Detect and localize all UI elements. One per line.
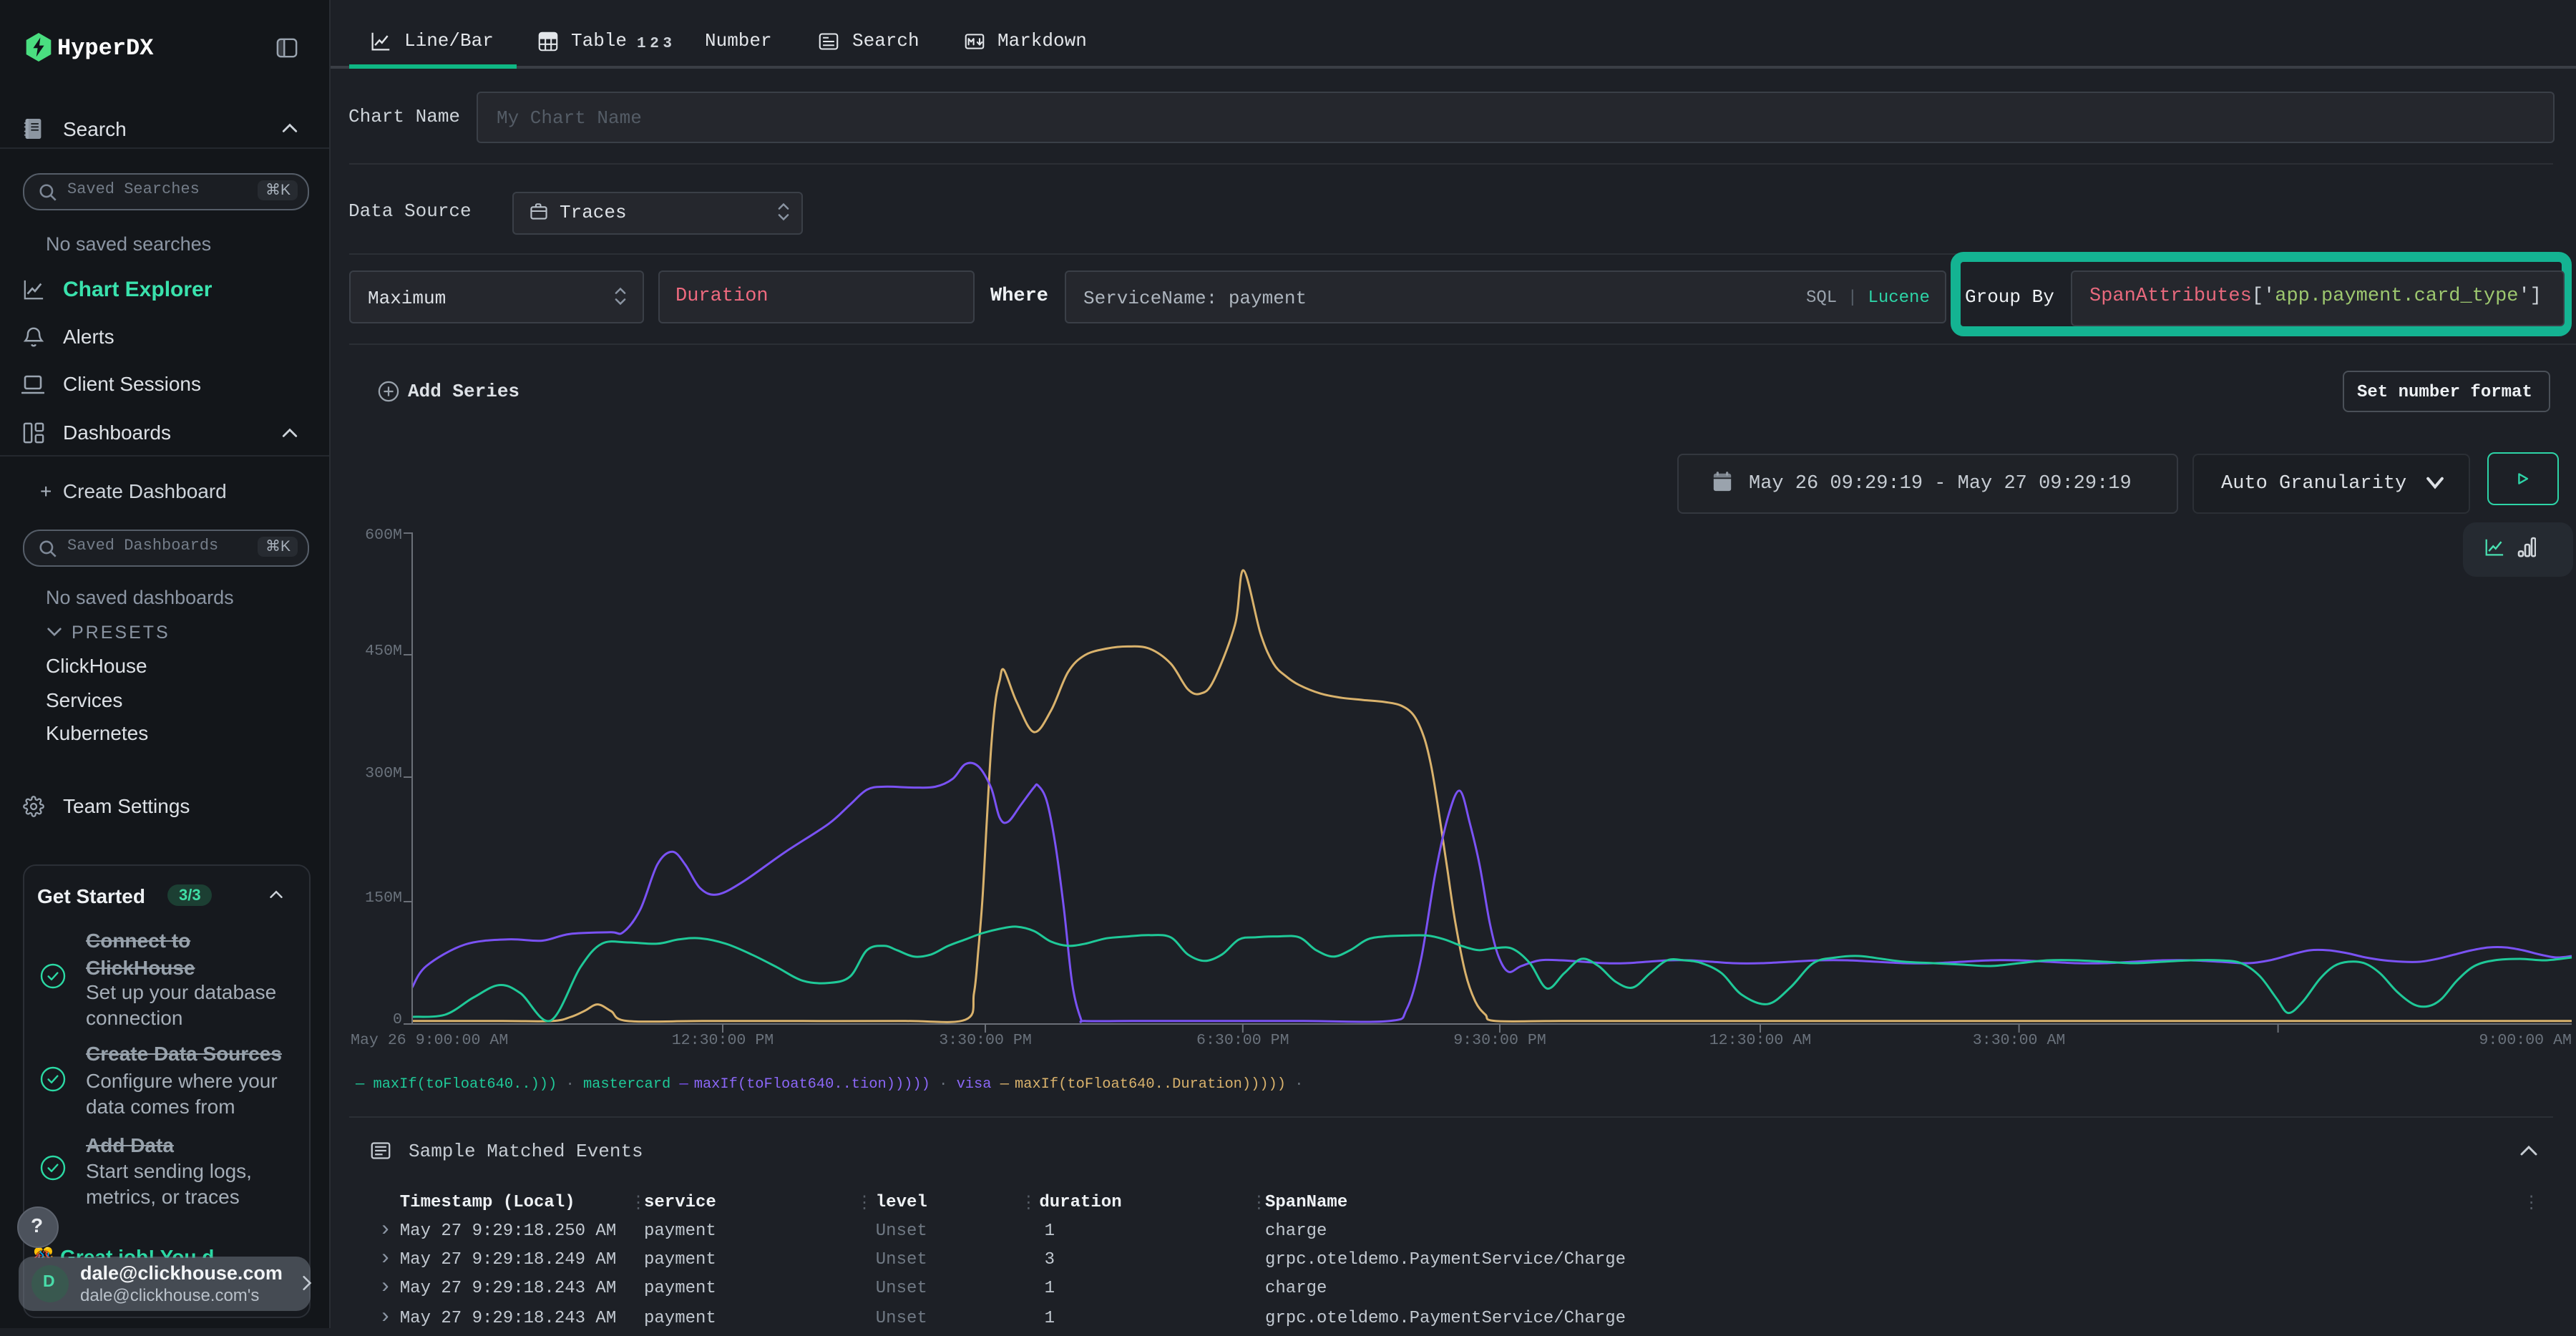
svg-text:3:30:00 PM: 3:30:00 PM bbox=[939, 1032, 1032, 1049]
svg-text:600M: 600M bbox=[365, 527, 402, 544]
svg-text:12:30:00 PM: 12:30:00 PM bbox=[672, 1032, 774, 1049]
svg-text:300M: 300M bbox=[365, 765, 402, 782]
svg-text:6:30:00 PM: 6:30:00 PM bbox=[1196, 1032, 1289, 1049]
svg-text:9:30:00 PM: 9:30:00 PM bbox=[1453, 1032, 1546, 1049]
svg-text:0: 0 bbox=[393, 1011, 402, 1028]
svg-text:3:30:00 AM: 3:30:00 AM bbox=[1973, 1032, 2066, 1049]
svg-text:150M: 150M bbox=[365, 889, 402, 907]
svg-text:450M: 450M bbox=[365, 643, 402, 660]
svg-text:9:00:00 AM: 9:00:00 AM bbox=[2479, 1032, 2572, 1049]
svg-text:May 26 9:00:00 AM: May 26 9:00:00 AM bbox=[351, 1032, 508, 1049]
svg-text:12:30:00 AM: 12:30:00 AM bbox=[1709, 1032, 1812, 1049]
